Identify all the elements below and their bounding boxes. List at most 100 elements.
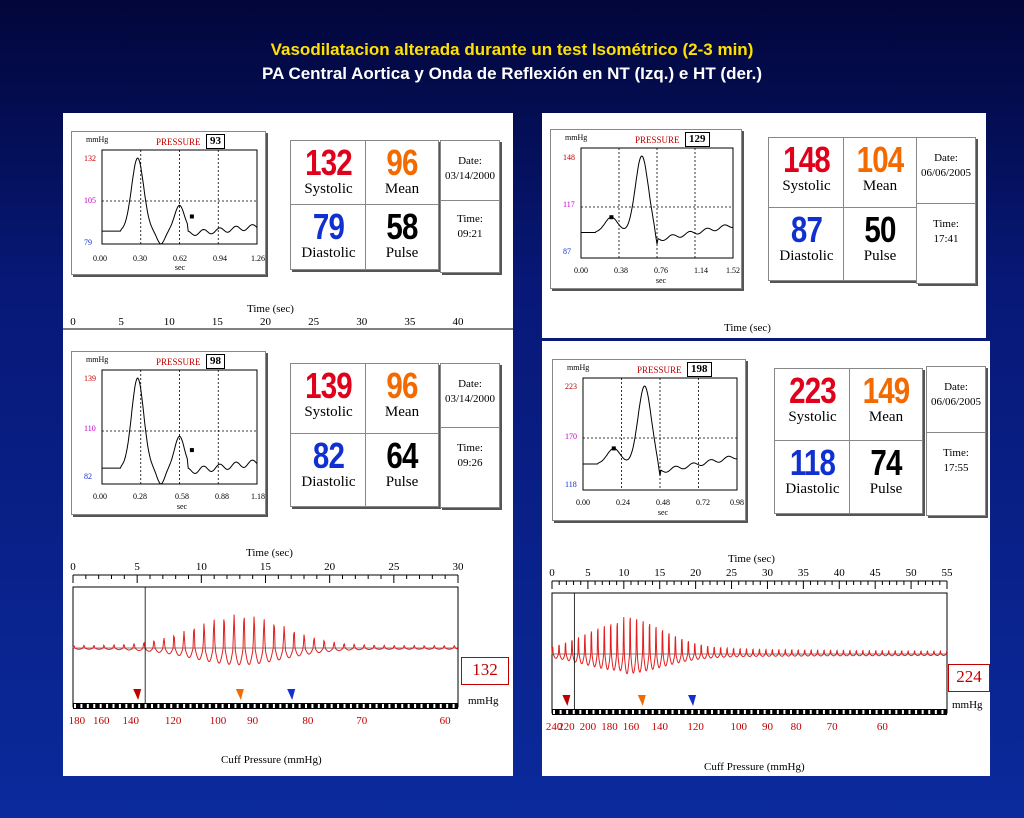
pressure-waveform xyxy=(102,157,258,245)
cuff-bar-gap xyxy=(362,704,365,708)
time-value: 09:26 xyxy=(457,457,483,469)
nt-cuff-chart: 0 5 10 15 20 25 30 180 160 140 120 100 90 80 70 60 xyxy=(69,561,464,727)
y-tick: 132 xyxy=(84,154,96,163)
cuff-bar-gap xyxy=(822,710,825,714)
systolic-box: 223 Systolic xyxy=(774,368,851,442)
cuff-bar-gap xyxy=(195,704,198,708)
ht-waveform-2: mmHg PRESSURE 198 223 170 118 0.00 0.24 … xyxy=(552,359,746,521)
x-tick: 0.24 xyxy=(616,498,630,507)
time-tick-label: 20 xyxy=(260,316,272,328)
ht-panel-top: mmHg PRESSURE 129 148 117 87 0.00 0.38 0… xyxy=(542,113,986,338)
diastolic-marker xyxy=(688,695,697,706)
cuff-bar-gap xyxy=(941,710,944,714)
mean-box: 96 Mean xyxy=(365,363,439,435)
cuff-bar-gap xyxy=(618,710,621,714)
oscillation-wave xyxy=(551,617,948,675)
ht-waveform-1: mmHg PRESSURE 129 148 117 87 0.00 0.38 0… xyxy=(550,129,742,289)
time-tick-label: 15 xyxy=(260,561,272,573)
diastolic-label: Diastolic xyxy=(779,248,834,264)
pulse-label: Pulse xyxy=(869,481,903,497)
sec-label: sec xyxy=(655,276,667,285)
unit-label: mmHg xyxy=(86,135,109,144)
sec-label: sec xyxy=(176,502,188,511)
cuff-bar-gap xyxy=(176,704,179,708)
cuff-bar-gap xyxy=(684,710,687,714)
pulse-box: 58 Pulse xyxy=(365,204,439,270)
x-tick: 0.00 xyxy=(576,498,590,507)
cuff-bar-gap xyxy=(394,704,397,708)
cuff-bar-gap xyxy=(757,710,760,714)
date-label: Date: xyxy=(458,155,482,167)
x-tick: 1.18 xyxy=(251,492,265,501)
y-tick: 105 xyxy=(84,196,96,205)
cuff-bar-gap xyxy=(783,710,786,714)
cuff-bar-gap xyxy=(234,704,237,708)
cuff-bar-gap xyxy=(401,704,404,708)
pulse-value: 50 xyxy=(864,209,896,250)
cuff-bar-gap xyxy=(697,710,700,714)
systolic-label: Systolic xyxy=(788,409,837,425)
cuff-bar-gap xyxy=(737,710,740,714)
cuff-bar xyxy=(552,709,947,715)
cuff-bar-gap xyxy=(763,710,766,714)
cuff-bar-gap xyxy=(253,704,256,708)
y-tick: 148 xyxy=(563,153,575,162)
cuff-bar-gap xyxy=(645,710,648,714)
cuff-bar-gap xyxy=(658,710,661,714)
diastolic-box: 87 Diastolic xyxy=(768,207,845,281)
x-tick: 0.58 xyxy=(175,492,189,501)
date-value: 03/14/2000 xyxy=(444,393,496,405)
nt-waveform-1: mmHg PRESSURE 93 132 105 79 0.00 0.30 0.… xyxy=(71,131,266,275)
cuff-bar-gap xyxy=(349,704,352,708)
cuff-axis-label: Cuff Pressure (mmHg) xyxy=(221,754,322,766)
date-time-box: Date: 06/06/2005 Time: 17:41 xyxy=(916,137,976,284)
mean-value: 149 xyxy=(862,370,911,411)
cuff-tick-label: 160 xyxy=(93,715,110,727)
cuff-bar-gap xyxy=(559,710,562,714)
cuff-bar-gap xyxy=(790,710,792,714)
time-tick-label: 45 xyxy=(870,567,882,579)
date-time-box: Date: 03/14/2000 Time: 09:26 xyxy=(440,363,500,508)
cuff-bar-gap xyxy=(612,710,615,714)
oscillation-wave xyxy=(72,614,458,666)
unit-label: mmHg xyxy=(567,363,590,372)
cuff-bar-gap xyxy=(266,704,269,708)
cuff-bar-gap xyxy=(426,704,429,708)
y-tick: 117 xyxy=(563,200,575,209)
waveform-2 xyxy=(101,369,258,485)
pressure-label: PRESSURE xyxy=(637,365,682,375)
cuff-bar-gap xyxy=(388,704,391,708)
x-tick: 0.62 xyxy=(173,254,187,263)
cuff-tick-label: 60 xyxy=(877,721,889,733)
cuff-tick-label: 240 xyxy=(546,721,563,733)
cuff-bar-gap xyxy=(750,710,753,714)
cuff-bar-gap xyxy=(592,710,595,714)
mean-box: 96 Mean xyxy=(365,140,439,206)
y-tick: 223 xyxy=(565,382,577,391)
cuff-bar-gap xyxy=(711,710,713,714)
time-tick-label: 5 xyxy=(118,316,124,328)
cuff-bar-gap xyxy=(446,704,449,708)
cuff-bar-gap xyxy=(803,710,806,714)
mean-marker xyxy=(235,689,244,700)
cuff-bar-gap xyxy=(183,704,186,708)
cuff-bar-gap xyxy=(908,710,911,714)
cuff-bar-gap xyxy=(882,710,885,714)
cuff-bar-gap xyxy=(106,704,109,708)
cuff-bar-gap xyxy=(125,704,128,708)
cuff-bar-gap xyxy=(118,704,121,708)
cuff-bar-gap xyxy=(439,704,442,708)
x-tick: 0.48 xyxy=(656,498,670,507)
cuff-bar-gap xyxy=(829,710,832,714)
cuff-tick-label: 90 xyxy=(247,715,259,727)
sec-label: sec xyxy=(174,263,186,272)
time-label: Time: xyxy=(457,442,483,454)
mean-label: Mean xyxy=(384,404,420,420)
time-tick-label: 0 xyxy=(70,561,76,573)
cuff-bar-gap xyxy=(221,704,224,708)
date-label: Date: xyxy=(458,378,482,390)
time-tick-label: 10 xyxy=(196,561,208,573)
cuff-tick-label: 160 xyxy=(623,721,640,733)
cuff-bar-gap xyxy=(730,710,733,714)
date-label: Date: xyxy=(944,381,968,393)
